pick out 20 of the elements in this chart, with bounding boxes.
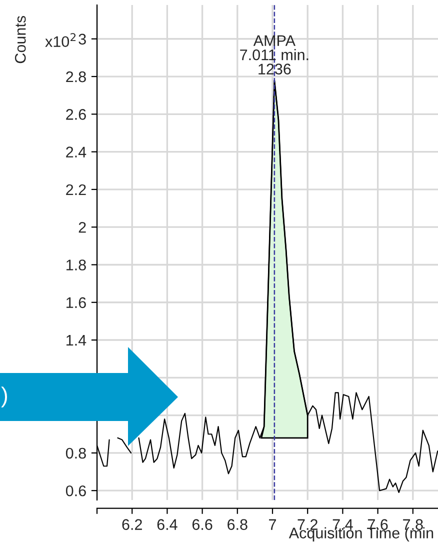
y-tick-label: 2 <box>78 222 86 233</box>
x-tick-label: 6.2 <box>122 519 142 530</box>
y-tick-label: 2.4 <box>66 146 86 158</box>
y-tick-label: 1.8 <box>66 260 86 270</box>
x-tick-label: 6.8 <box>228 519 248 530</box>
x-tick-label: 6.6 <box>192 519 212 530</box>
y-tick-label: 1.6 <box>66 297 86 308</box>
x-tick-label: 6.4 <box>157 519 178 530</box>
y-tick-label: 2.2 <box>66 184 86 195</box>
text: x10$^{2}$ <box>45 33 76 48</box>
y-tick-label: 0.6 <box>66 485 86 496</box>
y-tick-label: 2.6 <box>66 109 86 120</box>
y-tick-label: 0.8 <box>66 448 86 459</box>
y-axis-title: Counts <box>14 16 26 64</box>
y-tick-label: 3 <box>78 34 86 45</box>
y-tick-label: 2.8 <box>66 71 86 82</box>
x-tick-label: 7 <box>269 519 276 530</box>
text: ) <box>1 386 8 408</box>
annotation: AMPA 7.011 min. 1236 <box>240 35 308 74</box>
y-tick-label: 1.4 <box>66 335 86 346</box>
